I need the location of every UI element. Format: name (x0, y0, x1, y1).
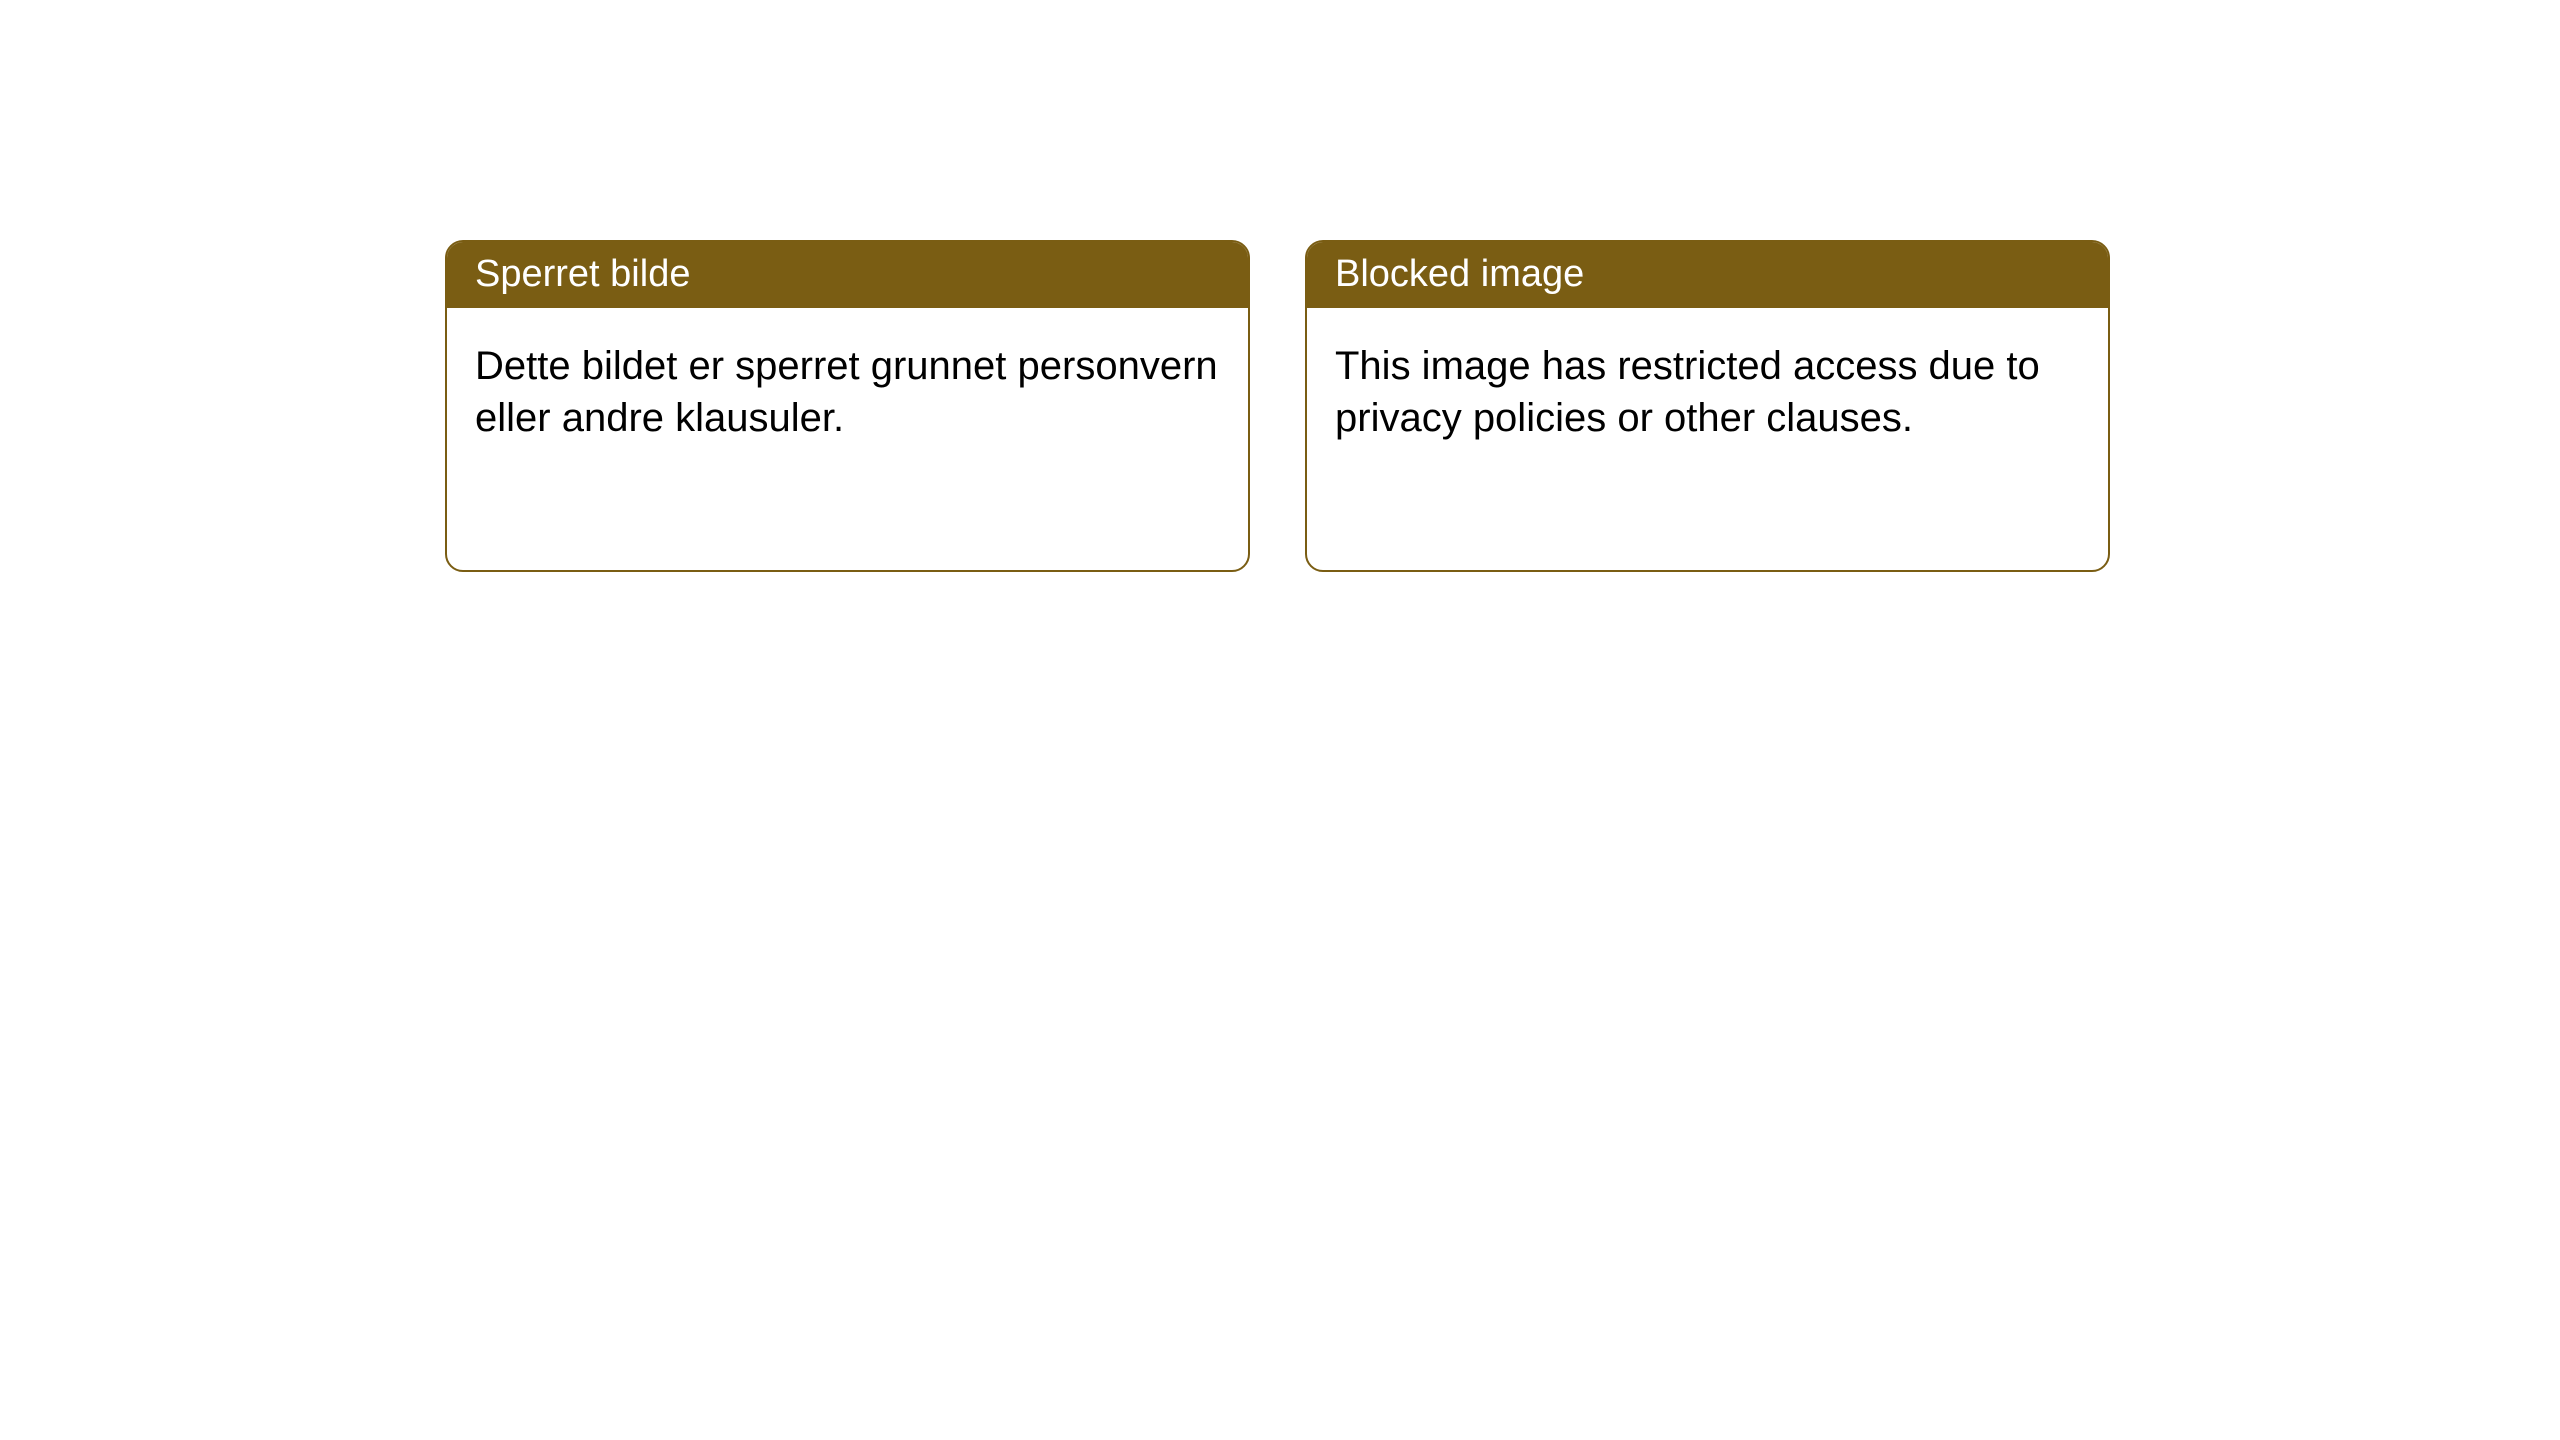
card-message-en: This image has restricted access due to … (1335, 344, 2040, 440)
blocked-image-card-no: Sperret bilde Dette bildet er sperret gr… (445, 240, 1250, 572)
card-header-en: Blocked image (1307, 242, 2108, 308)
card-body-no: Dette bildet er sperret grunnet personve… (447, 308, 1248, 476)
card-body-en: This image has restricted access due to … (1307, 308, 2108, 476)
notice-cards-container: Sperret bilde Dette bildet er sperret gr… (445, 240, 2110, 572)
card-title-no: Sperret bilde (475, 253, 690, 295)
card-header-no: Sperret bilde (447, 242, 1248, 308)
blocked-image-card-en: Blocked image This image has restricted … (1305, 240, 2110, 572)
card-title-en: Blocked image (1335, 253, 1584, 295)
card-message-no: Dette bildet er sperret grunnet personve… (475, 344, 1218, 440)
